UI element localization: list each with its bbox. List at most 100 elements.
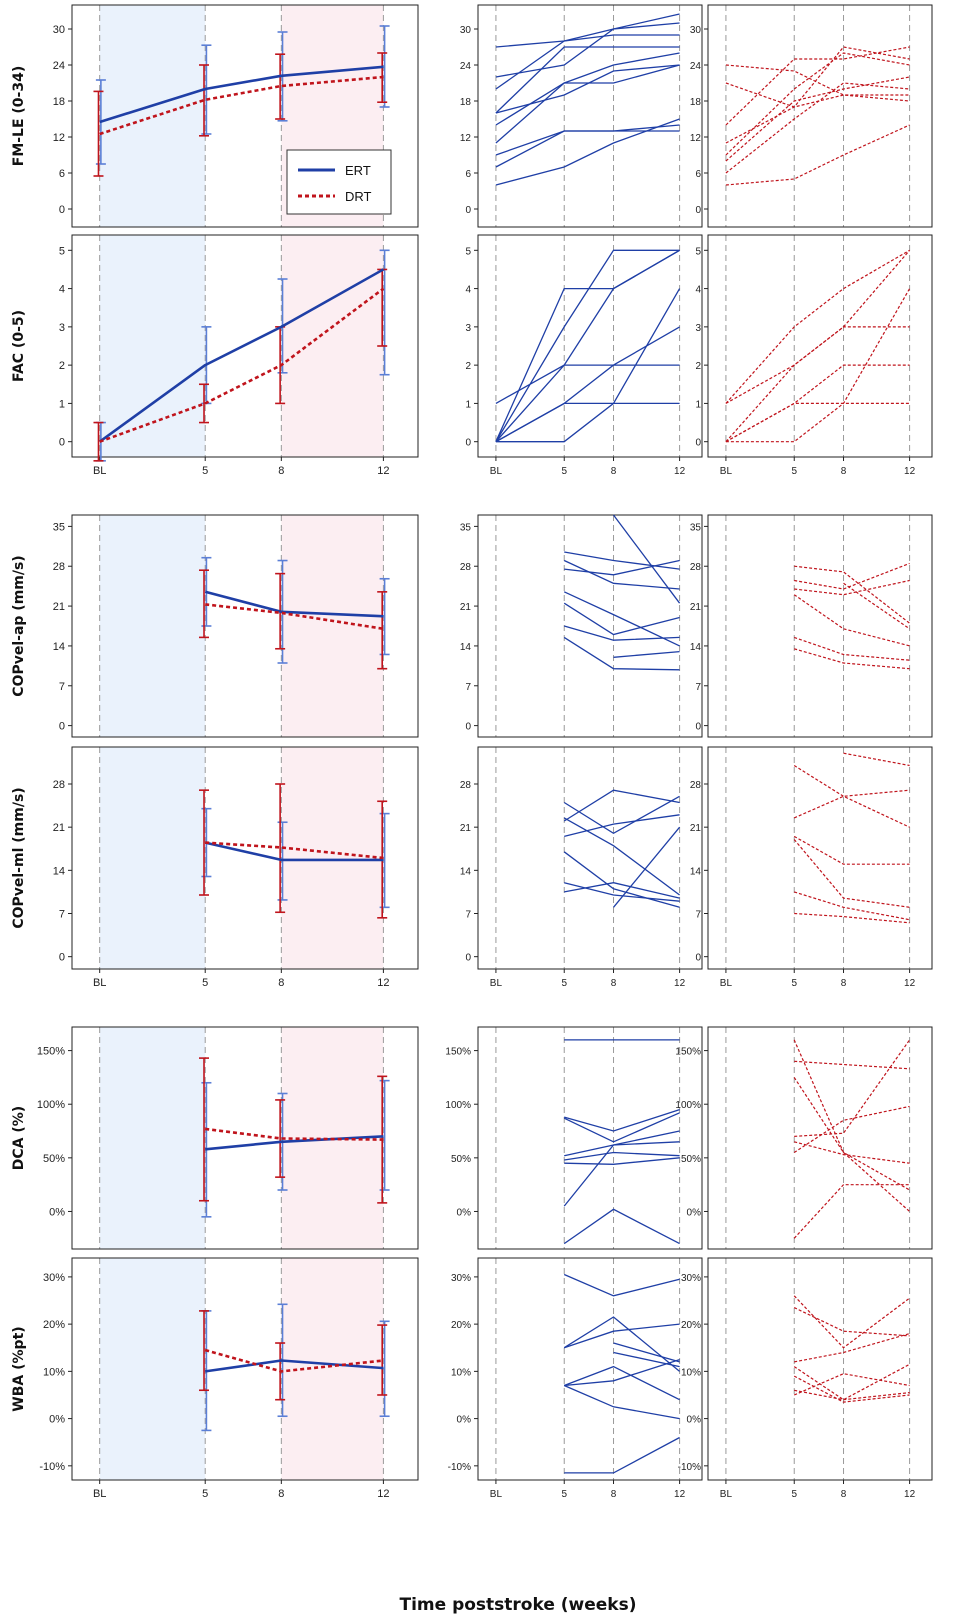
y-tick-label: 14 [460,866,472,877]
ert-individual-line [613,650,680,658]
y-tick-label: 21 [460,602,472,613]
copap-drt-panel: 0 7 14 21 28 35 [690,514,933,738]
x-tick-label: BL [490,1489,503,1500]
ert-individual-line [563,1273,680,1297]
drt-individual-line [794,636,910,661]
y-tick-label: 30% [681,1273,701,1284]
y-tick-label: 30% [451,1273,471,1284]
y-tick-label: 0 [695,438,701,449]
drt-individual-line [725,249,911,443]
wba-mean-frame [71,1257,419,1481]
drt-individual-line [794,1389,910,1401]
y-tick-label: 0 [59,204,65,216]
y-axis-label: COPvel-ap (mm/s) [11,555,27,696]
drt-individual-line [794,1039,911,1137]
ert-individual-line [495,13,680,48]
ert-mean-line [204,590,384,618]
y-tick-label: 28 [53,779,65,791]
y-tick-label: 35 [460,522,472,533]
x-tick-label: 12 [904,1489,916,1500]
x-tick-label: 12 [674,1489,686,1500]
y-tick-label: 50% [43,1153,65,1165]
ert-individual-line [495,52,680,126]
x-axis-label: Time poststroke (weeks) [399,1595,636,1615]
x-tick-label: 5 [202,465,208,477]
ert-individual-line [564,1358,680,1387]
ert-individual-line [495,124,680,168]
y-tick-label: 0 [465,722,471,733]
ert-individual-line [495,402,680,443]
y-tick-label: 7 [465,910,471,921]
drt-individual-line [725,46,910,144]
x-tick-label: 12 [377,1488,389,1500]
drt-mean-line [204,1348,384,1373]
y-tick-label: 21 [690,823,702,834]
y-tick-label: 10% [43,1366,65,1378]
x-tick-label: 5 [561,1489,567,1500]
drt-individual-line [793,1363,910,1401]
fmle-mean-panel: 0 6 12 18 24 30 FM-LE (0-34) [11,4,419,228]
ert-training-shade [99,515,206,737]
y-tick-label: 2 [695,361,701,372]
ert-individual-line [564,882,680,902]
y-tick-label: 14 [690,642,702,653]
y-axis-label: FM-LE (0-34) [11,66,27,167]
y-tick-label: 0 [695,722,701,733]
ert-individual-line [564,1108,680,1132]
x-tick-label: BL [720,1489,733,1500]
x-tick-label: 8 [278,1488,284,1500]
drt-individual-line [793,1307,910,1337]
y-axis-label: WBA (%pt) [11,1326,27,1411]
ert-individual-line [495,288,681,443]
drt-individual-line [793,789,910,819]
x-tick-label: 8 [278,465,284,477]
y-axis-label: DCA (%) [11,1106,27,1170]
y-tick-label: 100% [675,1100,701,1111]
x-tick-label: BL [93,977,106,989]
y-tick-label: 10% [681,1367,701,1378]
ert-individual-line [563,591,680,647]
y-tick-label: 0 [59,437,65,449]
y-tick-label: 21 [690,602,702,613]
copml-mean-frame [71,746,419,970]
y-tick-label: 100% [445,1100,471,1111]
y-tick-label: 6 [59,168,65,180]
copap-mean-frame [71,514,419,738]
y-tick-label: 2 [59,360,65,372]
ert-individual-line [564,1436,680,1474]
drt-individual-line [793,1295,910,1349]
drt-individual-line [793,1077,910,1212]
y-tick-label: 30 [460,25,472,36]
x-tick-label: BL [720,466,733,477]
x-tick-label: 8 [841,1489,847,1500]
y-tick-label: 3 [59,322,65,334]
drt-individual-line [725,288,911,443]
x-tick-label: 5 [561,466,567,477]
y-tick-label: 0% [49,1206,65,1218]
y-tick-label: 7 [695,682,701,693]
ert-mean-line [205,1135,384,1151]
wba-mean-panel: -10% 0% 10% 20% 30% BL 5 8 12 WBA (%pt) [11,1257,419,1500]
y-tick-label: 20% [451,1320,471,1331]
y-tick-label: 24 [53,60,65,72]
y-tick-label: 150% [37,1046,65,1058]
ert-individual-line [495,46,680,114]
drt-individual-line [725,52,910,156]
y-tick-label: 50% [681,1154,701,1165]
y-tick-label: 6 [695,169,701,180]
ert-individual-line [563,1316,681,1372]
ert-individual-line [563,1365,680,1401]
x-tick-label: BL [490,978,503,989]
ert-individual-line [563,817,680,896]
fmle-drt-panel: 0 6 12 18 24 30 [690,4,933,228]
drt-training-shade [281,235,384,457]
y-tick-label: 30% [43,1272,65,1284]
y-tick-label: 0 [465,953,471,964]
y-tick-label: 12 [460,133,472,144]
drt-training-shade [281,1258,384,1480]
drt-individual-line [794,1060,910,1070]
drt-individual-line [725,326,910,404]
x-tick-label: 12 [904,978,916,989]
drt-individual-line [843,752,910,767]
ert-mean-line [98,268,385,443]
